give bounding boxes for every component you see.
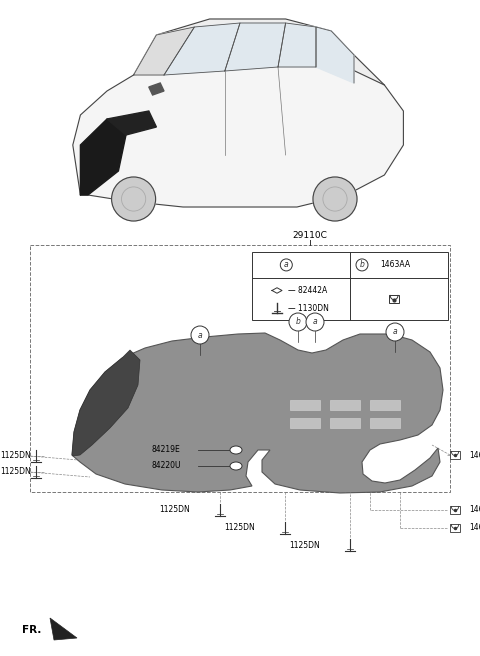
Text: 1463AA: 1463AA bbox=[380, 260, 410, 270]
Bar bbox=[370, 418, 400, 428]
Text: 1463AA: 1463AA bbox=[469, 451, 480, 459]
Bar bbox=[30, 245, 450, 492]
Polygon shape bbox=[72, 333, 443, 493]
Text: 29110C: 29110C bbox=[293, 230, 327, 239]
Text: b: b bbox=[296, 318, 300, 327]
Bar bbox=[450, 524, 460, 531]
Circle shape bbox=[111, 177, 156, 221]
Polygon shape bbox=[133, 19, 384, 85]
Bar bbox=[290, 400, 320, 410]
Ellipse shape bbox=[230, 462, 242, 470]
Text: 1125DN: 1125DN bbox=[224, 523, 255, 533]
Text: 84220U: 84220U bbox=[152, 462, 181, 470]
Text: — 1130DN: — 1130DN bbox=[288, 304, 329, 313]
Polygon shape bbox=[81, 119, 126, 195]
Bar bbox=[370, 400, 400, 410]
Circle shape bbox=[191, 326, 209, 344]
Polygon shape bbox=[72, 350, 140, 456]
Bar bbox=[330, 418, 360, 428]
Polygon shape bbox=[278, 23, 316, 67]
Text: FR.: FR. bbox=[22, 625, 41, 635]
Text: b: b bbox=[360, 260, 364, 270]
Text: 1463AA: 1463AA bbox=[469, 506, 480, 514]
Polygon shape bbox=[73, 59, 403, 207]
Circle shape bbox=[280, 259, 292, 271]
Circle shape bbox=[289, 313, 307, 331]
Text: 1125DN: 1125DN bbox=[0, 468, 31, 476]
Bar bbox=[389, 295, 399, 303]
Circle shape bbox=[386, 323, 404, 341]
Circle shape bbox=[306, 313, 324, 331]
Polygon shape bbox=[107, 111, 156, 135]
Text: 84219E: 84219E bbox=[152, 445, 181, 455]
Text: 1125DN: 1125DN bbox=[159, 506, 190, 514]
Polygon shape bbox=[149, 83, 164, 95]
Polygon shape bbox=[225, 23, 286, 71]
Text: a: a bbox=[198, 331, 202, 340]
Circle shape bbox=[313, 177, 357, 221]
Bar bbox=[450, 506, 460, 514]
Polygon shape bbox=[50, 618, 77, 640]
Bar bbox=[450, 451, 460, 459]
Text: 1125DN: 1125DN bbox=[289, 541, 320, 550]
Ellipse shape bbox=[230, 446, 242, 454]
Bar bbox=[290, 418, 320, 428]
Polygon shape bbox=[316, 27, 354, 83]
Text: a: a bbox=[393, 327, 397, 337]
Text: a: a bbox=[284, 260, 288, 270]
Text: 1463AA: 1463AA bbox=[469, 523, 480, 533]
Bar bbox=[252, 252, 448, 320]
Polygon shape bbox=[164, 23, 240, 75]
Polygon shape bbox=[133, 27, 194, 75]
Text: a: a bbox=[312, 318, 317, 327]
Text: — 82442A: — 82442A bbox=[288, 286, 327, 295]
Text: 1125DN: 1125DN bbox=[0, 451, 31, 461]
Bar bbox=[330, 400, 360, 410]
Circle shape bbox=[356, 259, 368, 271]
